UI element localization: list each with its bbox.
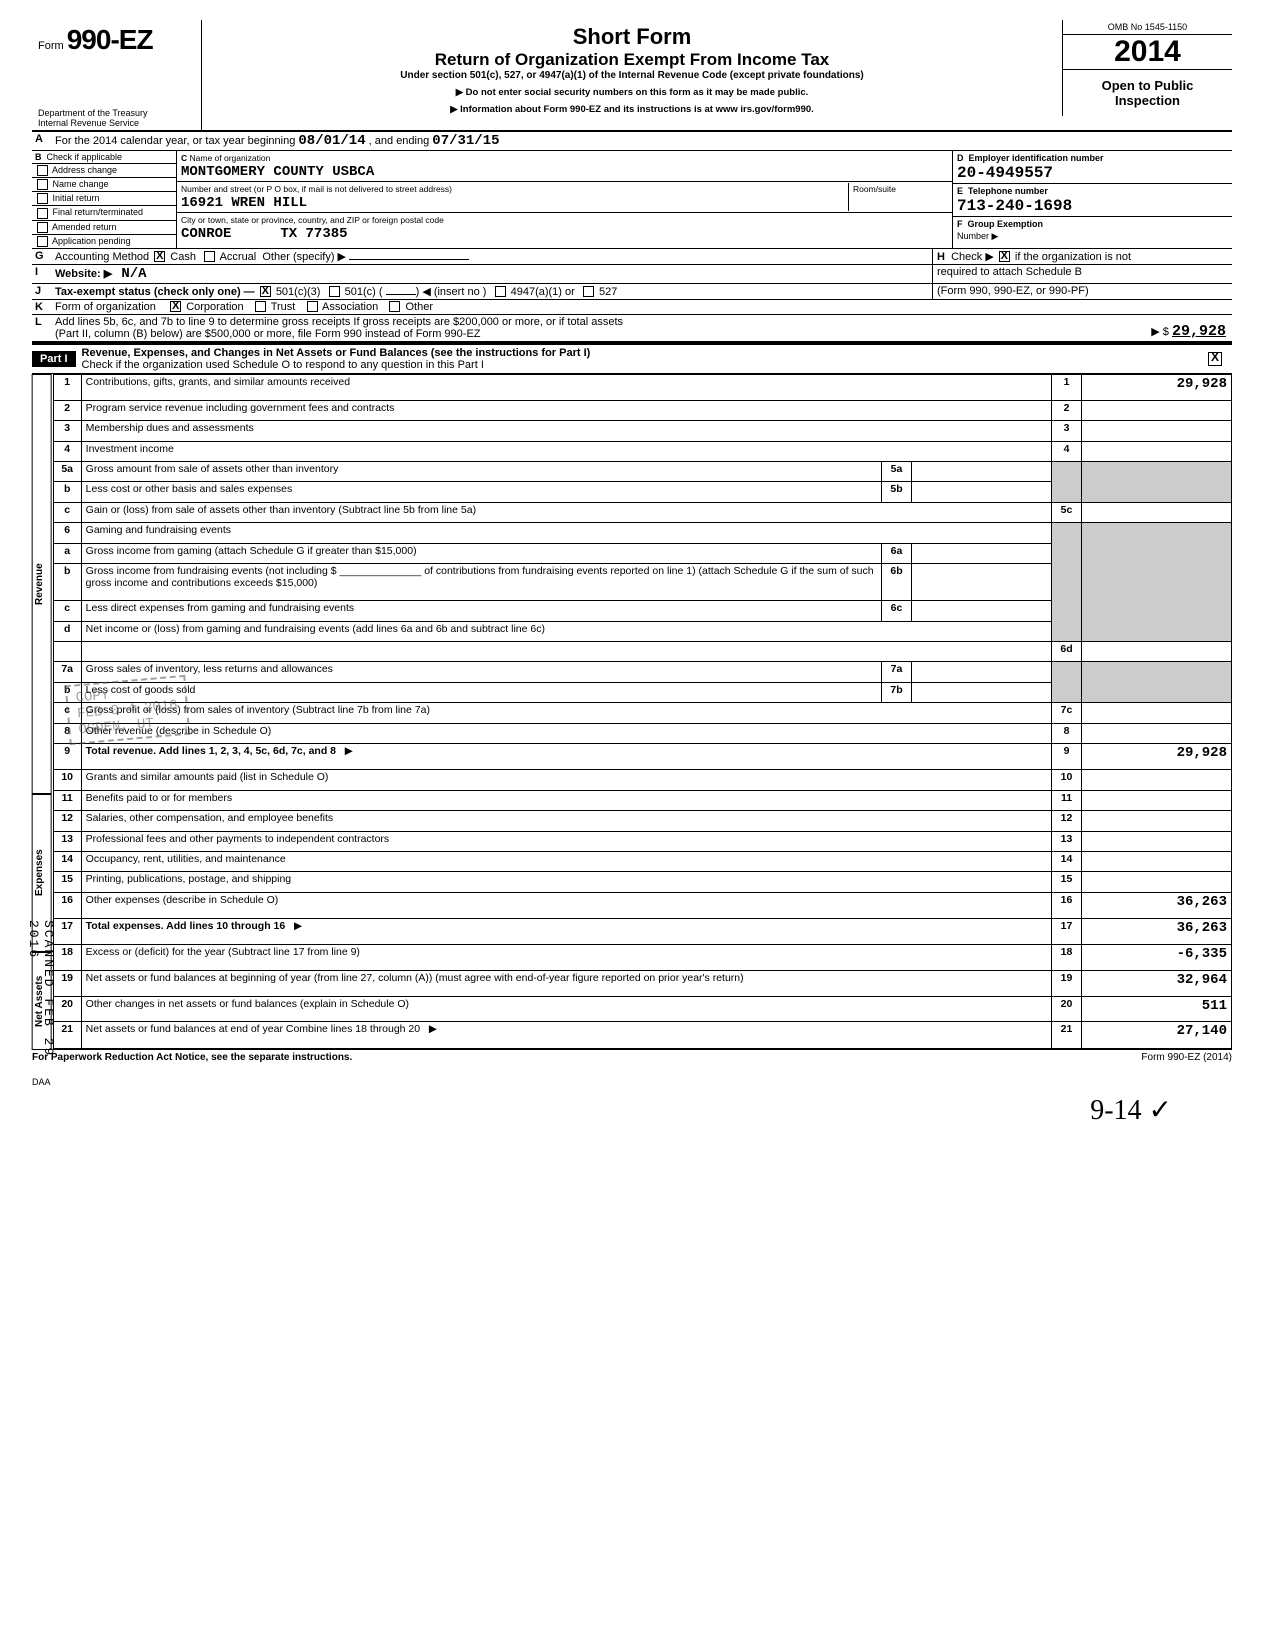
website: N/A bbox=[121, 266, 146, 282]
line-a: A For the 2014 calendar year, or tax yea… bbox=[32, 132, 1232, 151]
line-19-amt: 32,964 bbox=[1082, 970, 1232, 996]
org-name: MONTGOMERY COUNTY USBCA bbox=[181, 164, 374, 180]
chk-cash[interactable]: X bbox=[154, 251, 165, 262]
chk-sched-o[interactable]: X bbox=[1208, 352, 1222, 366]
org-info: B Check if applicable Address change Nam… bbox=[32, 151, 1232, 249]
line-k: K Form of organization X Corporation Tru… bbox=[32, 300, 1232, 315]
revenue-sidebar: Revenue bbox=[32, 374, 52, 794]
line-i: I Website: ▶ N/A required to attach Sche… bbox=[32, 265, 1232, 284]
chk-assoc[interactable] bbox=[307, 301, 318, 312]
line-17-amt: 36,263 bbox=[1082, 918, 1232, 944]
open-public: Open to PublicInspection bbox=[1067, 72, 1228, 114]
chk-4947[interactable] bbox=[495, 286, 506, 297]
chk-name-change[interactable] bbox=[37, 179, 48, 190]
title-short-form: Short Form bbox=[210, 24, 1054, 50]
chk-amended[interactable] bbox=[37, 222, 48, 233]
period-begin: 08/01/14 bbox=[298, 133, 365, 149]
org-city: CONROE bbox=[181, 226, 231, 242]
daa: DAA bbox=[32, 1077, 1232, 1087]
gross-receipts: 29,928 bbox=[1172, 323, 1226, 340]
line-l: L Add lines 5b, 6c, and 7b to line 9 to … bbox=[32, 315, 1232, 343]
chk-corp[interactable]: X bbox=[170, 301, 181, 312]
dept-treasury: Department of the Treasury bbox=[38, 108, 195, 118]
chk-501c3[interactable]: X bbox=[260, 286, 271, 297]
scanned-stamp: SCANNED FEB 29 2016 bbox=[26, 920, 56, 1087]
chk-other-org[interactable] bbox=[389, 301, 400, 312]
ein: 20-4949557 bbox=[957, 164, 1053, 182]
line-20-amt: 511 bbox=[1082, 996, 1232, 1022]
handwriting: 9-14 ✓ bbox=[1090, 1093, 1172, 1127]
line-18-amt: -6,335 bbox=[1082, 944, 1232, 970]
line-g-h: G Accounting Method X Cash Accrual Other… bbox=[32, 249, 1232, 265]
title-return: Return of Organization Exempt From Incom… bbox=[210, 50, 1054, 70]
chk-address-change[interactable] bbox=[37, 165, 48, 176]
chk-initial-return[interactable] bbox=[37, 193, 48, 204]
chk-accrual[interactable] bbox=[204, 251, 215, 262]
org-street: 16921 WREN HILL bbox=[181, 195, 307, 211]
tax-year: 2014 bbox=[1063, 35, 1232, 69]
part-1-grid: Revenue Expenses Net Assets 1Contributio… bbox=[32, 374, 1232, 1050]
part-1-header: Part I Revenue, Expenses, and Changes in… bbox=[32, 343, 1232, 374]
chk-527[interactable] bbox=[583, 286, 594, 297]
line-9-amt: 29,928 bbox=[1082, 744, 1232, 770]
line-1-amt: 29,928 bbox=[1082, 374, 1232, 400]
dept-irs: Internal Revenue Service bbox=[38, 118, 195, 128]
chk-trust[interactable] bbox=[255, 301, 266, 312]
line-21-amt: 27,140 bbox=[1082, 1022, 1232, 1049]
form-number: Form 990-EZ bbox=[38, 24, 195, 56]
chk-pending[interactable] bbox=[37, 236, 48, 247]
subtitle: Under section 501(c), 527, or 4947(a)(1)… bbox=[210, 70, 1054, 81]
chk-sched-b[interactable]: X bbox=[999, 251, 1010, 262]
omb-number: OMB No 1545-1150 bbox=[1063, 20, 1232, 35]
info-note: ▶ Information about Form 990-EZ and its … bbox=[210, 104, 1054, 115]
chk-501c[interactable] bbox=[329, 286, 340, 297]
telephone: 713-240-1698 bbox=[957, 197, 1072, 215]
ssn-note: ▶ Do not enter social security numbers o… bbox=[210, 87, 1054, 98]
form-footer: For Paperwork Reduction Act Notice, see … bbox=[32, 1050, 1232, 1063]
line-j: J Tax-exempt status (check only one) — X… bbox=[32, 284, 1232, 300]
line-16-amt: 36,263 bbox=[1082, 892, 1232, 918]
org-state-zip: TX 77385 bbox=[280, 226, 347, 242]
period-end: 07/31/15 bbox=[432, 133, 499, 149]
form-header: Form 990-EZ Department of the Treasury I… bbox=[32, 20, 1232, 132]
chk-final-return[interactable] bbox=[37, 208, 48, 219]
